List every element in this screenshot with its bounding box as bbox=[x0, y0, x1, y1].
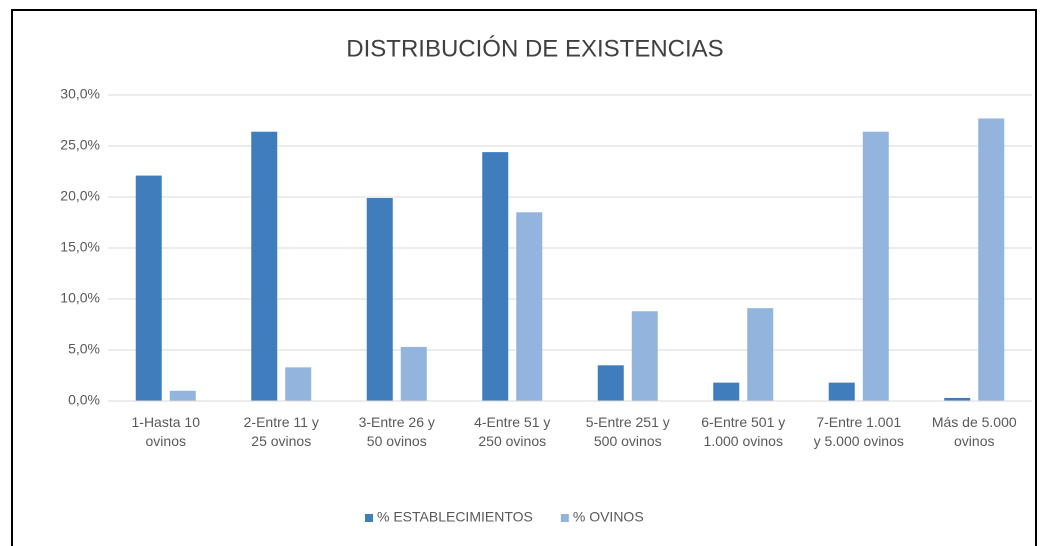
x-tick-label: 4-Entre 51 y 250 ovinos bbox=[474, 414, 550, 449]
x-tick-label: 5-Entre 251 y 500 ovinos bbox=[586, 414, 670, 449]
x-tick-label: 3-Entre 26 y 50 ovinos bbox=[359, 414, 435, 449]
chart-title: DISTRIBUCIÓN DE EXISTENCIAS bbox=[346, 35, 723, 62]
bar bbox=[366, 198, 393, 401]
legend-swatch bbox=[365, 514, 373, 522]
bar bbox=[597, 365, 624, 401]
y-tick-label: 0,0% bbox=[68, 392, 100, 408]
bar bbox=[482, 152, 509, 401]
bar bbox=[828, 382, 855, 401]
x-tick-label: Más de 5.000 ovinos bbox=[932, 414, 1017, 449]
x-tick-label: 1-Hasta 10 ovinos bbox=[132, 414, 201, 449]
bar bbox=[713, 382, 740, 401]
bar bbox=[135, 175, 162, 401]
bar bbox=[285, 367, 312, 401]
bar bbox=[516, 212, 543, 401]
bar bbox=[631, 311, 658, 401]
y-tick-label: 20,0% bbox=[60, 188, 100, 204]
bar bbox=[747, 308, 774, 401]
y-tick-label: 5,0% bbox=[68, 341, 100, 357]
y-tick-label: 30,0% bbox=[60, 86, 100, 102]
x-tick-label: 6-Entre 501 y 1.000 ovinos bbox=[701, 414, 785, 449]
bar bbox=[251, 131, 278, 401]
y-tick-label: 25,0% bbox=[60, 137, 100, 153]
x-tick-label: 7-Entre 1.001 y 5.000 ovinos bbox=[814, 414, 904, 449]
bar bbox=[862, 131, 889, 401]
y-tick-label: 10,0% bbox=[60, 290, 100, 306]
bar bbox=[400, 346, 427, 401]
bar bbox=[944, 397, 971, 401]
legend-swatch bbox=[560, 514, 569, 522]
bar bbox=[169, 390, 196, 401]
legend-label: % ESTABLECIMIENTOS bbox=[377, 509, 533, 525]
frame bbox=[11, 9, 1037, 546]
x-tick-label: 2-Entre 11 y 25 ovinos bbox=[244, 414, 319, 449]
y-tick-label: 15,0% bbox=[60, 239, 100, 255]
bar bbox=[978, 118, 1005, 402]
legend-label: % OVINOS bbox=[573, 509, 644, 525]
